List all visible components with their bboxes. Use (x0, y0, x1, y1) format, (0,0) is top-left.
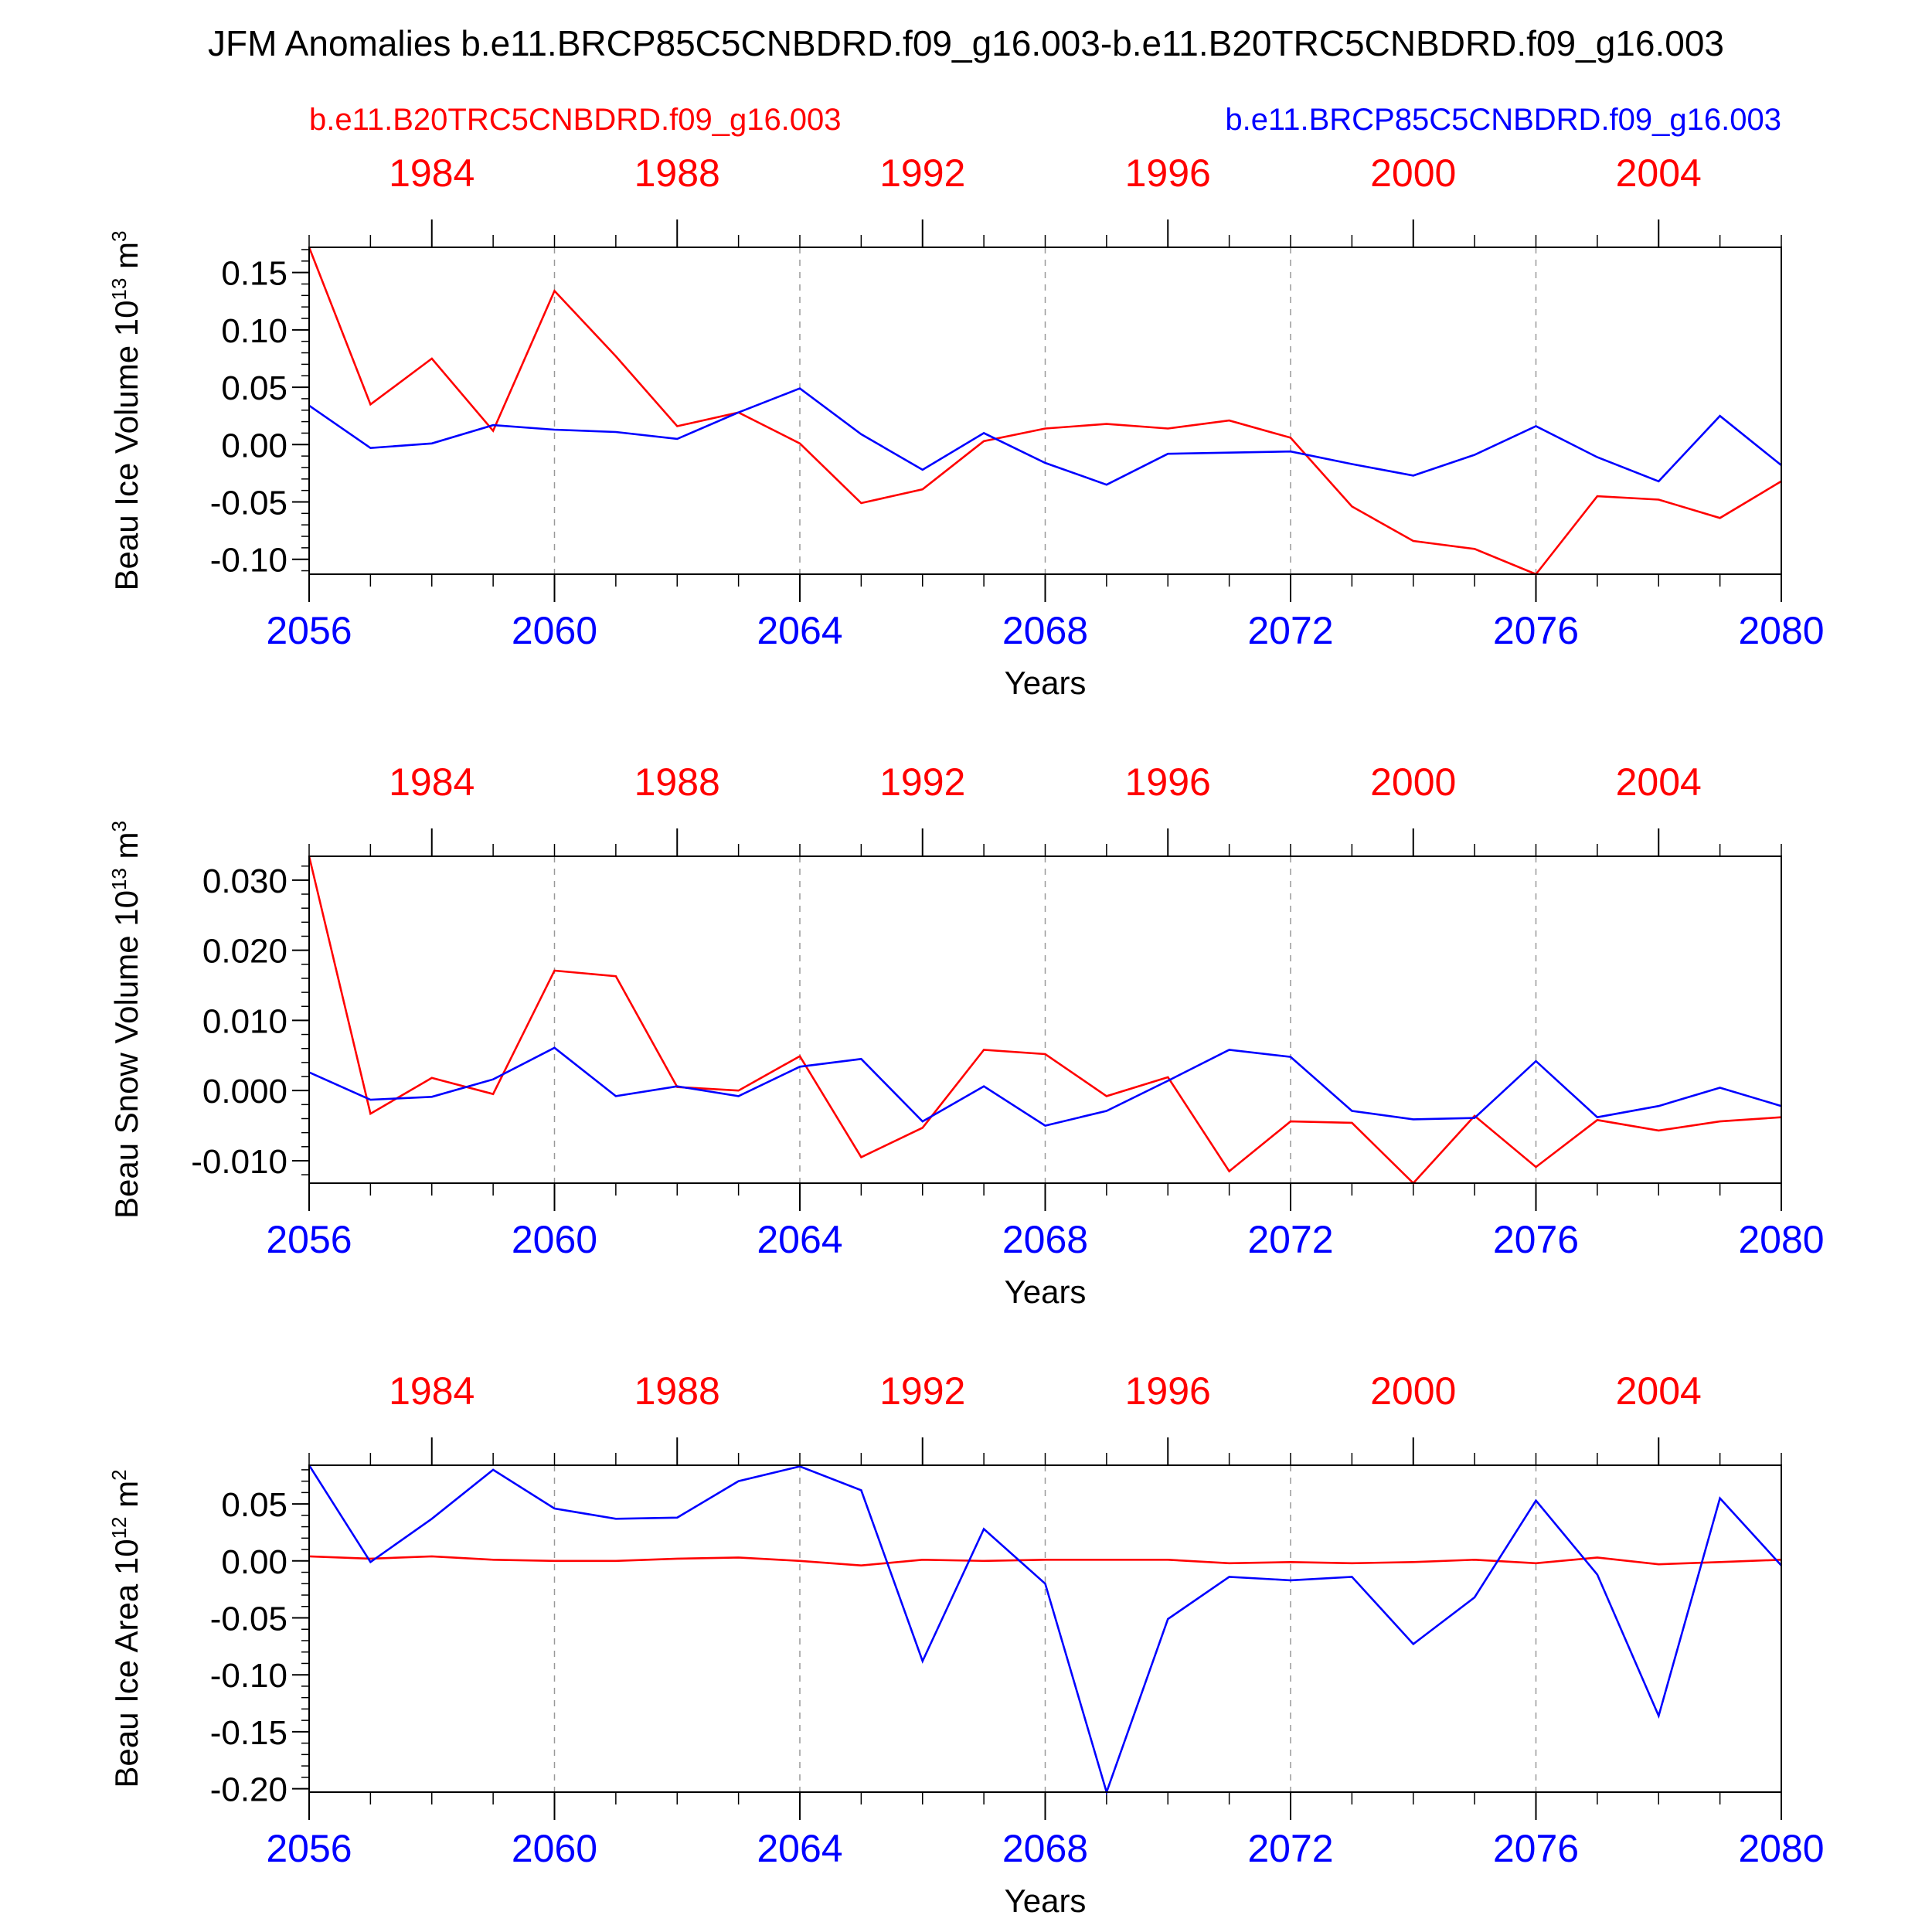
x-future-tick-label: 2068 (1002, 1218, 1088, 1261)
x-historical-tick-label: 1988 (634, 151, 720, 195)
y-axis-title-unit: m (108, 1481, 145, 1517)
y-axis-title: Beau Ice Volume 1013 m3 (107, 231, 145, 591)
y-tick-label: 0.020 (202, 933, 287, 971)
y-tick-label: 0.10 (221, 312, 287, 350)
y-axis-title-unit-exponent: 3 (107, 821, 131, 832)
x-axis-title: Years (1005, 1274, 1087, 1310)
y-tick-label: 0.15 (221, 255, 287, 293)
series-future-line (308, 387, 1782, 486)
y-axis-title-exponent: 12 (107, 1516, 131, 1539)
x-historical-tick-label: 1988 (634, 760, 720, 804)
series-future-line (308, 1046, 1782, 1127)
x-historical-tick-label: 1992 (879, 1369, 965, 1413)
plot-frame (308, 1464, 1782, 1793)
x-future-tick-label: 2072 (1247, 609, 1333, 652)
x-historical-tick-label: 1988 (634, 1369, 720, 1413)
y-axis-title-unit: m (108, 242, 145, 278)
y-axis-title-exponent: 13 (107, 868, 131, 890)
x-historical-tick-label: 2000 (1370, 151, 1456, 195)
x-future-tick-label: 2056 (266, 1218, 352, 1261)
y-axis-title-unit-exponent: 2 (107, 1469, 131, 1480)
y-tick-label: 0.05 (221, 369, 287, 407)
y-axis-title-unit: m (108, 832, 145, 868)
x-future-tick-label: 2076 (1493, 1827, 1579, 1870)
y-axis-title: Beau Ice Area 1012 m2 (107, 1469, 145, 1787)
x-future-tick-label: 2056 (266, 609, 352, 652)
y-axis-title: Beau Snow Volume 1013 m3 (107, 821, 145, 1219)
panel-1: 0.15 0.10 0.05 0.00 -0.05 -0.10 2056 2060 2064 20… (107, 151, 1825, 701)
x-future-tick-label: 2080 (1738, 609, 1824, 652)
x-historical-tick-label: 1996 (1125, 760, 1211, 804)
panel-3: 0.05 0.00 -0.05 -0.10 -0.15 -0.20 2056 2060 2064… (107, 1369, 1825, 1919)
series-future-line (308, 1464, 1782, 1796)
x-historical-tick-label: 2000 (1370, 760, 1456, 804)
y-axis-title-text: Beau Ice Area 10 (108, 1539, 145, 1787)
y-tick-label: -0.20 (210, 1771, 287, 1809)
y-axis-title-exponent: 13 (107, 278, 131, 301)
x-future-tick-label: 2064 (757, 1218, 842, 1261)
x-axis-title: Years (1005, 665, 1087, 701)
x-future-tick-label: 2076 (1493, 609, 1579, 652)
figure-title: JFM Anomalies b.e11.BRCP85C5CNBDRD.f09_g… (208, 23, 1724, 63)
y-axis-title-text: Beau Snow Volume 10 (108, 890, 145, 1219)
y-tick-label: -0.10 (210, 542, 287, 580)
y-tick-label: -0.05 (210, 1600, 287, 1638)
y-tick-label: 0.00 (221, 1543, 287, 1581)
y-axis-title-text: Beau Ice Volume 10 (108, 301, 145, 591)
x-historical-tick-label: 1992 (879, 151, 965, 195)
panel-2: 0.030 0.020 0.010 0.000 -0.010 2056 2060 2064 20… (107, 760, 1825, 1310)
x-historical-tick-label: 1984 (389, 151, 474, 195)
x-future-tick-label: 2060 (512, 1827, 597, 1870)
y-tick-label: -0.010 (191, 1143, 287, 1181)
plot-frame (308, 855, 1782, 1184)
x-future-tick-label: 2060 (512, 609, 597, 652)
legend-historical-label: b.e11.B20TRC5CNBDRD.f09_g16.003 (309, 103, 842, 137)
y-tick-label: 0.010 (202, 1002, 287, 1040)
x-future-tick-label: 2064 (757, 1827, 842, 1870)
x-historical-tick-label: 2000 (1370, 1369, 1456, 1413)
y-tick-label: -0.10 (210, 1657, 287, 1695)
x-historical-tick-label: 2004 (1616, 151, 1702, 195)
y-tick-label: 0.030 (202, 862, 287, 900)
x-future-tick-label: 2068 (1002, 609, 1088, 652)
x-future-tick-label: 2064 (757, 609, 842, 652)
x-historical-tick-label: 1984 (389, 760, 474, 804)
x-future-tick-label: 2072 (1247, 1218, 1333, 1261)
plot-frame (308, 247, 1782, 575)
legend-future-label: b.e11.BRCP85C5CNBDRD.f09_g16.003 (1225, 103, 1781, 137)
x-future-tick-label: 2076 (1493, 1218, 1579, 1261)
y-tick-label: 0.000 (202, 1073, 287, 1111)
x-historical-tick-label: 1996 (1125, 1369, 1211, 1413)
x-future-tick-label: 2060 (512, 1218, 597, 1261)
x-future-tick-label: 2068 (1002, 1827, 1088, 1870)
x-future-tick-label: 2080 (1738, 1827, 1824, 1870)
y-tick-label: -0.15 (210, 1714, 287, 1752)
x-future-tick-label: 2080 (1738, 1218, 1824, 1261)
x-historical-tick-label: 2004 (1616, 760, 1702, 804)
y-tick-label: -0.05 (210, 484, 287, 522)
x-historical-tick-label: 1992 (879, 760, 965, 804)
y-tick-label: 0.05 (221, 1486, 287, 1524)
x-historical-tick-label: 2004 (1616, 1369, 1702, 1413)
series-historical-line (308, 1555, 1782, 1567)
x-future-tick-label: 2072 (1247, 1827, 1333, 1870)
x-future-tick-label: 2056 (266, 1827, 352, 1870)
series-historical-line (308, 855, 1782, 1185)
y-axis-title-unit-exponent: 3 (107, 231, 131, 242)
x-historical-tick-label: 1996 (1125, 151, 1211, 195)
x-historical-tick-label: 1984 (389, 1369, 474, 1413)
x-axis-title: Years (1005, 1883, 1087, 1919)
y-tick-label: 0.00 (221, 427, 287, 464)
